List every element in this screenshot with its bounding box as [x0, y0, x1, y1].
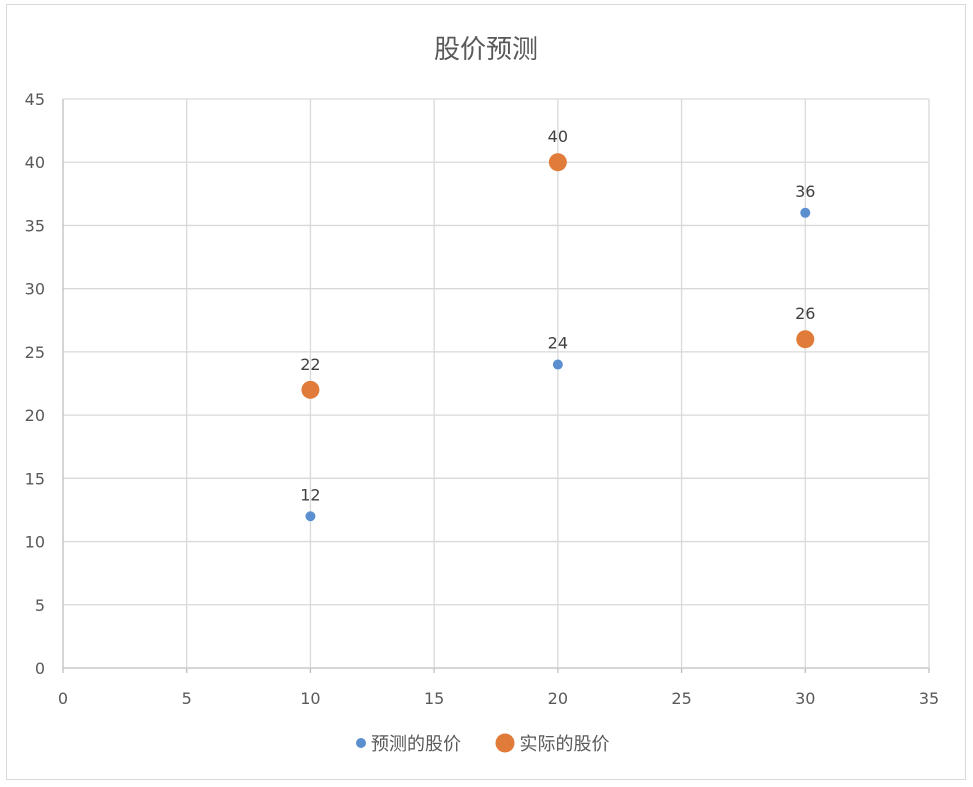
x-tick-label: 15: [424, 689, 444, 708]
data-point[interactable]: [796, 330, 815, 349]
y-tick-label: 40: [25, 153, 45, 172]
x-tick-label: 25: [671, 689, 691, 708]
y-tick-label: 30: [25, 280, 45, 299]
x-tick-label: 20: [548, 689, 568, 708]
legend-label: 预测的股价: [371, 734, 461, 755]
data-label: 36: [795, 182, 815, 201]
data-label: 12: [300, 485, 320, 504]
y-tick-label: 15: [25, 469, 45, 488]
y-tick-label: 35: [25, 216, 45, 235]
data-point[interactable]: [305, 511, 316, 522]
legend-marker: [356, 738, 366, 748]
data-label: 26: [795, 304, 815, 323]
data-label: 40: [548, 127, 568, 146]
legend-label: 实际的股价: [520, 734, 610, 755]
data-point[interactable]: [800, 207, 811, 218]
y-tick-label: 5: [35, 596, 45, 615]
legend-marker: [495, 733, 515, 753]
y-tick-label: 20: [25, 406, 45, 425]
y-tick-label: 25: [25, 343, 45, 362]
x-tick-label: 30: [795, 689, 815, 708]
x-tick-label: 35: [919, 689, 939, 708]
data-point[interactable]: [552, 359, 563, 370]
data-point[interactable]: [301, 380, 320, 399]
y-tick-label: 10: [25, 533, 45, 552]
y-tick-label: 45: [25, 90, 45, 109]
data-label: 24: [548, 334, 568, 353]
chart-title: 股价预测: [434, 35, 538, 65]
x-tick-label: 0: [58, 689, 68, 708]
x-tick-label: 10: [300, 689, 320, 708]
chart-frame: [6, 4, 966, 780]
y-tick-label: 0: [35, 659, 45, 678]
data-point[interactable]: [548, 153, 567, 172]
data-label: 22: [300, 355, 320, 374]
x-tick-label: 5: [182, 689, 192, 708]
